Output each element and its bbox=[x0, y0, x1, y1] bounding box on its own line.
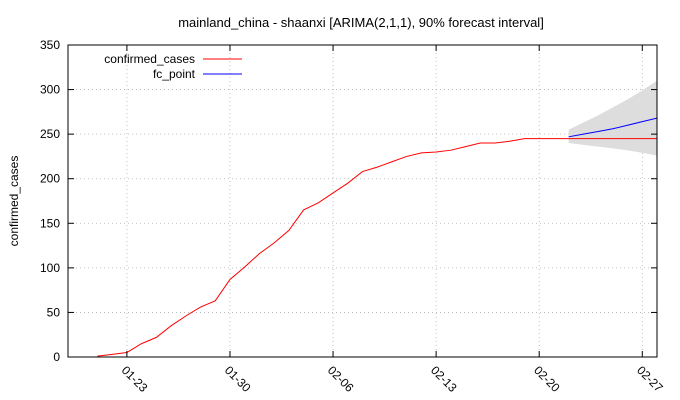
x-tick-label: 02-27 bbox=[634, 363, 666, 395]
y-axis-label: confirmed_cases bbox=[7, 156, 21, 247]
legend-label: fc_point bbox=[153, 67, 196, 81]
x-tick-label: 02-06 bbox=[325, 363, 357, 395]
y-tick-label: 200 bbox=[40, 172, 60, 186]
series-line-confirmed-cases bbox=[97, 138, 657, 357]
chart-title: mainland_china - shaanxi [ARIMA(2,1,1), … bbox=[178, 15, 544, 30]
x-tick-label: 01-23 bbox=[119, 363, 151, 395]
y-tick-label: 100 bbox=[40, 261, 60, 275]
y-tick-label: 250 bbox=[40, 127, 60, 141]
legend-label: confirmed_cases bbox=[104, 52, 195, 66]
x-tick-label: 02-20 bbox=[531, 363, 563, 395]
y-tick-label: 150 bbox=[40, 216, 60, 230]
series-line-fc-point bbox=[568, 117, 658, 138]
axis-ticks: 0 50 100 150 200 250 300 350 01-23 01-30 02-06 02-1… bbox=[40, 38, 666, 395]
y-tick-label: 350 bbox=[40, 38, 60, 52]
grid-lines bbox=[68, 45, 657, 357]
x-tick-label: 01-30 bbox=[222, 363, 254, 395]
plot-frame bbox=[67, 44, 658, 358]
x-tick-label: 02-13 bbox=[428, 363, 460, 395]
forecast-interval bbox=[568, 80, 657, 156]
y-tick-label: 0 bbox=[53, 350, 60, 364]
forecast-interval-band bbox=[568, 80, 657, 156]
y-tick-label: 50 bbox=[47, 305, 61, 319]
series-lines bbox=[97, 117, 658, 357]
y-tick-label: 300 bbox=[40, 83, 60, 97]
